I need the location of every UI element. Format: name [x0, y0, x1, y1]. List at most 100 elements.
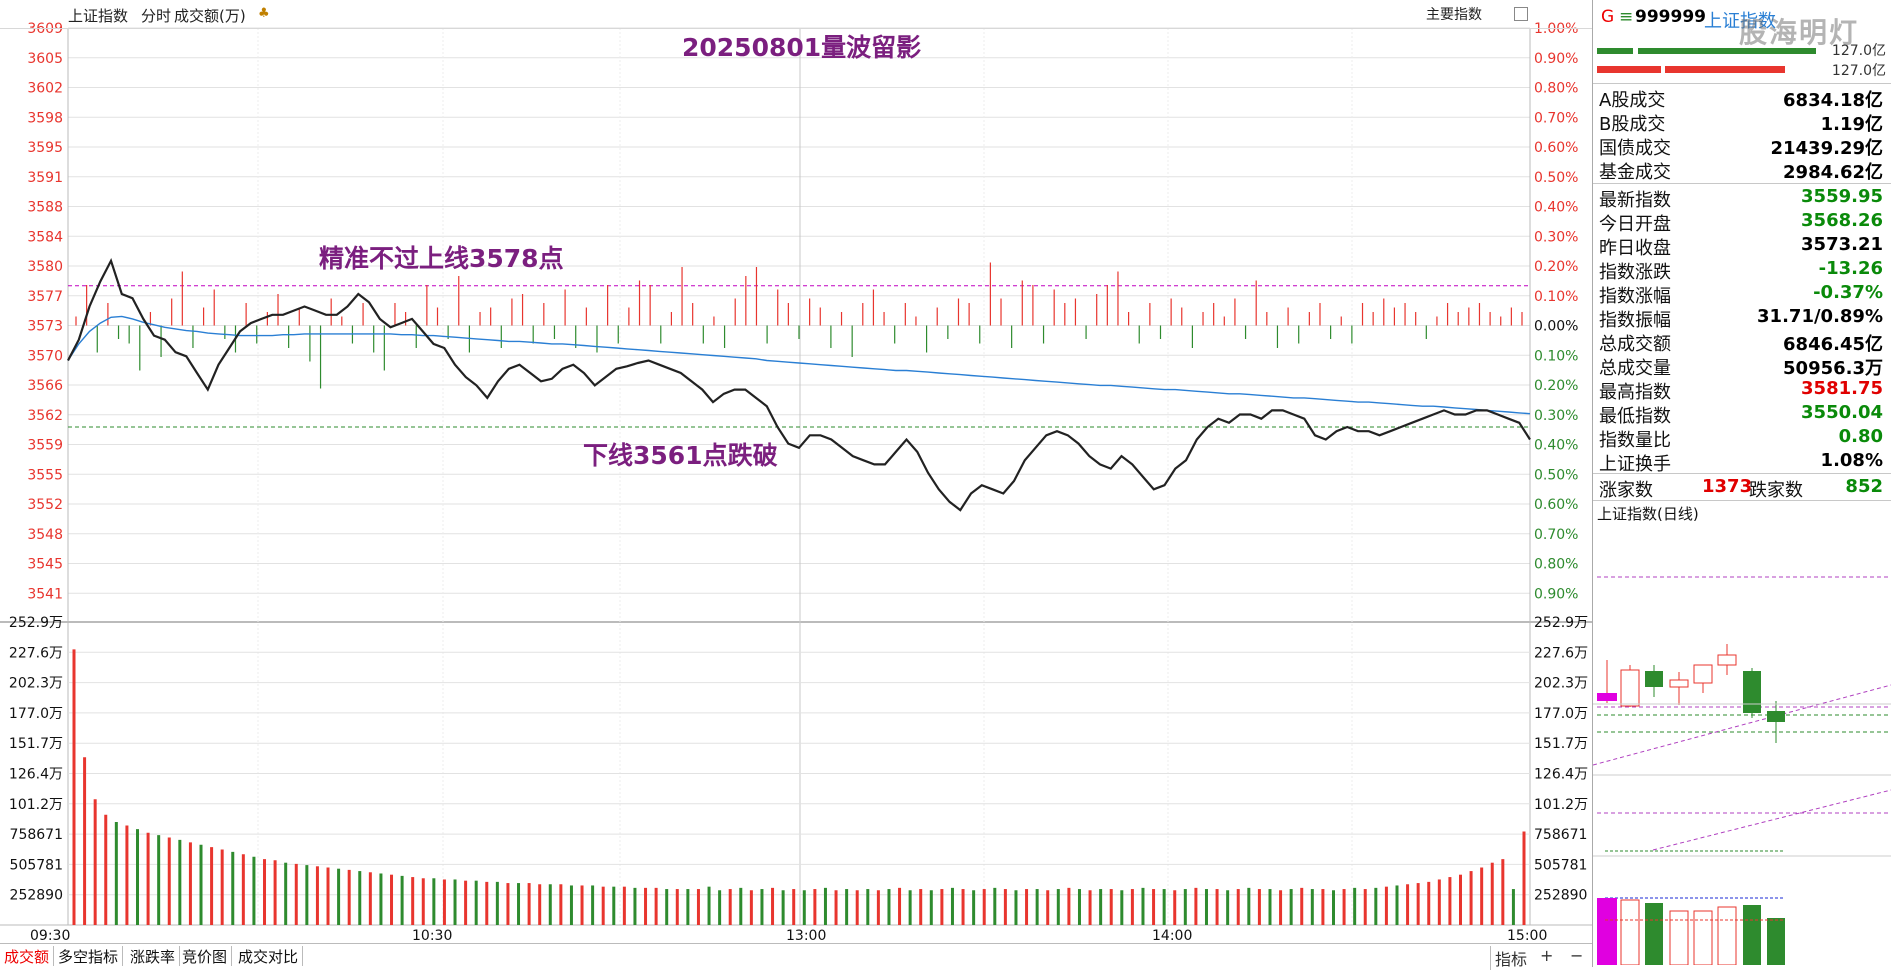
vol-3: [1645, 903, 1663, 965]
bar-label-1: 127.0亿: [1831, 43, 1886, 59]
rows1-value: 21439.29亿: [1770, 138, 1883, 159]
volume-axis-tick: 252.9万: [9, 615, 63, 631]
symbol-name: 上证指数: [1704, 11, 1776, 32]
time-label: 09:30: [30, 928, 70, 943]
kline-trend-2: [1652, 789, 1891, 851]
right-axis-tick: 0.80%: [1534, 81, 1578, 97]
right-axis-tick: 0.90%: [1534, 51, 1578, 67]
zoom-out-button[interactable]: −: [1570, 946, 1584, 965]
rows1-label: B股成交: [1599, 114, 1666, 135]
right-axis-tick: 0.20%: [1534, 259, 1578, 275]
bottom-tab-bar: 成交额 多空指标 涨跌率 竞价图 成交对比 指标 + −: [0, 943, 1592, 970]
rows2-value: 1.08%: [1820, 450, 1883, 471]
mode-tab[interactable]: 分时: [141, 7, 172, 25]
rows2-label: 今日开盘: [1599, 214, 1671, 235]
kline-trend-1: [1593, 684, 1891, 766]
symbol-prefix: G: [1601, 7, 1615, 27]
right-axis-tick: 0.20%: [1534, 378, 1578, 394]
volume-label: 成交额(万): [174, 7, 246, 25]
candle-5: [1693, 664, 1713, 684]
rows2-value: 3581.75: [1801, 378, 1883, 399]
left-axis-tick: 3555: [27, 467, 63, 483]
left-axis-tick: 3552: [27, 497, 63, 513]
down-label: 跌家数: [1749, 480, 1803, 501]
candle-7: [1743, 671, 1761, 713]
rows2-row: 指数量比 0.80: [1599, 426, 1883, 451]
rows1-row: A股成交 6834.18亿: [1599, 86, 1883, 111]
up-label: 涨家数: [1599, 480, 1653, 501]
right-axis-tick: 0.10%: [1534, 289, 1578, 305]
tab-1[interactable]: 多空指标: [54, 946, 124, 966]
rows2-value: 3550.04: [1801, 402, 1883, 423]
bell-icon[interactable]: ♣: [258, 6, 270, 21]
tab-3[interactable]: 竞价图: [178, 946, 233, 966]
index-name: 上证指数: [68, 7, 129, 25]
time-label: 13:00: [786, 928, 826, 943]
menu-icon[interactable]: ≡: [1619, 7, 1634, 27]
left-axis-tick: 3577: [27, 289, 63, 305]
annotation-title: 20250801量波留影: [682, 33, 922, 62]
volume-axis-tick-right: 252890: [1534, 888, 1587, 904]
candle-4: [1669, 679, 1689, 688]
rows2-row: 上证换手 1.08%: [1599, 450, 1883, 475]
candle-2: [1620, 669, 1640, 707]
annotation-upper: 精准不过上线3578点: [319, 244, 564, 273]
vol-6: [1717, 906, 1737, 965]
rows1-value: 6834.18亿: [1783, 90, 1883, 111]
right-axis-tick: 0.10%: [1534, 348, 1578, 364]
candle-6: [1717, 654, 1737, 666]
candle-1: [1597, 693, 1617, 701]
rows2-row: 指数涨跌 -13.26: [1599, 258, 1883, 283]
volume-axis-tick-right: 101.2万: [1534, 797, 1588, 813]
tab-2[interactable]: 涨跌率: [126, 946, 181, 966]
right-axis-tick: 0.30%: [1534, 408, 1578, 424]
zoom-in-button[interactable]: +: [1540, 946, 1554, 965]
rows2-label: 指数涨跌: [1599, 262, 1671, 283]
right-info-panel: G ≡ 999999 上证指数 股海明灯 127.0亿 127.0亿 涨家数 1…: [1592, 0, 1891, 967]
rows1-row: 国债成交 21439.29亿: [1599, 134, 1883, 159]
vol-4: [1669, 910, 1689, 965]
rows2-label: 昨日收盘: [1599, 238, 1671, 259]
tab-0[interactable]: 成交额: [0, 946, 55, 966]
symbol-code: 999999: [1635, 7, 1706, 27]
annotation-lower: 下线3561点跌破: [583, 441, 778, 470]
rows2-value: -13.26: [1818, 258, 1883, 279]
rows2-row: 昨日收盘 3573.21: [1599, 234, 1883, 259]
rows2-value: 50956.3万: [1783, 358, 1883, 379]
panel-toggle-icon[interactable]: [1514, 7, 1528, 21]
intraday-chart: 3609 1.00% 3605 0.90% 3602 0.80% 3598 0.70% 3595…: [0, 21, 1592, 943]
right-axis-tick: 1.00%: [1534, 21, 1578, 37]
volume-axis-tick: 227.6万: [9, 645, 63, 661]
right-axis-tick: 0.70%: [1534, 527, 1578, 543]
left-axis-tick: 3541: [27, 586, 63, 602]
volume-axis-tick-right: 505781: [1534, 857, 1587, 873]
bar-green-1: [1597, 48, 1633, 54]
rows1-label: 基金成交: [1599, 162, 1671, 183]
volume-axis-tick-right: 177.0万: [1534, 706, 1588, 722]
bar-red-1: [1597, 66, 1661, 73]
volume-axis-tick: 151.7万: [9, 736, 63, 752]
rows1-row: B股成交 1.19亿: [1599, 110, 1883, 135]
right-axis-tick: 0.50%: [1534, 170, 1578, 186]
bar-green-2: [1638, 48, 1816, 54]
chart-header: 上证指数 分时 成交额(万) ♣ 主要指数: [0, 0, 1592, 29]
tab-4[interactable]: 成交对比: [234, 946, 304, 966]
rows2-value: 0.80: [1838, 426, 1883, 447]
left-axis-tick: 3598: [27, 110, 63, 126]
rows2-label: 指数涨幅: [1599, 286, 1671, 307]
left-axis-tick: 3595: [27, 140, 63, 156]
rows2-value: 3559.95: [1801, 186, 1883, 207]
left-axis-tick: 3609: [27, 21, 63, 37]
rows2-row: 今日开盘 3568.26: [1599, 210, 1883, 235]
volume-axis-tick-right: 151.7万: [1534, 736, 1588, 752]
vol-8: [1767, 918, 1785, 965]
rows2-row: 最新指数 3559.95: [1599, 186, 1883, 211]
left-axis-tick: 3545: [27, 557, 63, 573]
daily-title: 上证指数(日线): [1597, 505, 1699, 523]
candle-3: [1645, 671, 1663, 687]
time-label: 10:30: [412, 928, 452, 943]
volume-axis-tick: 101.2万: [9, 797, 63, 813]
rows2-row: 最高指数 3581.75: [1599, 378, 1883, 403]
main-index-button[interactable]: 主要指数: [1426, 7, 1482, 23]
indicator-button[interactable]: 指标: [1490, 946, 1527, 970]
